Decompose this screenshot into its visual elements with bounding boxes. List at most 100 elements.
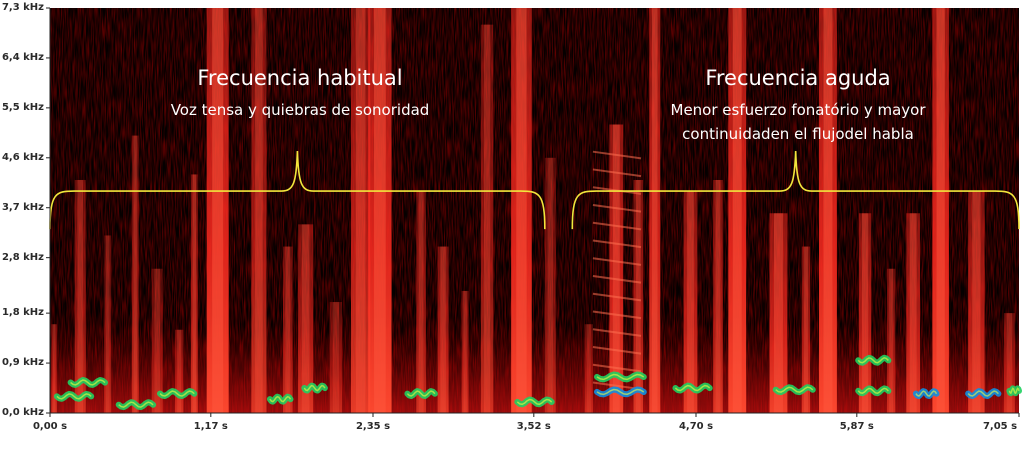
spectral-band-core xyxy=(516,8,527,413)
formant-traces xyxy=(53,354,1022,411)
spectral-band xyxy=(713,179,723,413)
formant-highlight xyxy=(1008,387,1020,395)
annotation-title-habitual: Frecuencia habitual xyxy=(197,66,403,90)
spectral-band-core xyxy=(861,213,869,413)
annotation-braces xyxy=(49,151,1020,230)
spectral-band-core xyxy=(301,224,310,413)
formant-highlight xyxy=(775,386,814,393)
spectral-band xyxy=(206,8,229,413)
spectral-band-core xyxy=(374,8,386,413)
annotation-brace xyxy=(49,151,546,230)
formant-highlight xyxy=(56,393,92,400)
spectral-band xyxy=(131,135,139,414)
spectral-band-core xyxy=(687,191,694,413)
spectral-band xyxy=(351,8,371,413)
x-tick-label: 5,87 s xyxy=(839,421,874,432)
spectral-band-core xyxy=(192,174,197,413)
spectral-band xyxy=(801,246,811,413)
formant-highlight xyxy=(857,356,889,364)
spectral-band-core xyxy=(823,8,833,413)
spectral-band xyxy=(368,8,392,413)
spectral-band-core xyxy=(803,246,809,413)
x-tick-label: 2,35 s xyxy=(355,421,391,432)
harmonic-line xyxy=(592,221,642,231)
spectral-band xyxy=(251,8,267,413)
spectral-band-core xyxy=(889,268,894,413)
spectral-band xyxy=(649,8,661,413)
spectral-band xyxy=(51,324,57,413)
spectral-band-core xyxy=(972,191,981,413)
spectral-band-core xyxy=(133,135,137,414)
spectral-band xyxy=(728,8,747,413)
spectral-band-core xyxy=(774,213,783,413)
spectral-band-core xyxy=(909,213,917,413)
spectral-band-core xyxy=(652,8,658,413)
spectral-band-core xyxy=(440,246,446,413)
spectral-band-core xyxy=(635,179,641,413)
spectral-band-core xyxy=(1006,313,1013,413)
formant-highlight xyxy=(269,395,292,403)
formant-highlight xyxy=(516,398,553,406)
x-tick-label: 1,17 s xyxy=(193,421,228,432)
annotation-brace xyxy=(571,151,1020,230)
spectral-band xyxy=(480,24,494,414)
y-tick-label: 4,6 kHz xyxy=(1,151,44,163)
spectral-band-core xyxy=(177,329,182,413)
spectral-band xyxy=(175,329,184,413)
annotation-subtitle-aguda-line1: Menor esfuerzo fonatório y mayor xyxy=(670,101,926,119)
spectral-band xyxy=(819,8,837,413)
formant-highlight xyxy=(303,384,326,392)
formant-highlight xyxy=(159,390,195,397)
spectral-band-core xyxy=(715,179,721,413)
spectral-band xyxy=(74,179,86,413)
formant-highlight xyxy=(967,390,999,397)
spectral-band-core xyxy=(732,8,742,413)
spectral-band-core xyxy=(255,8,263,413)
y-tick-label: 2,8 kHz xyxy=(1,251,44,263)
spectral-band-core xyxy=(355,8,366,413)
y-tick-label: 0,0 kHz xyxy=(1,407,44,418)
spectral-bands xyxy=(51,8,1015,414)
harmonic-line xyxy=(592,150,642,160)
spectral-band-core xyxy=(418,191,424,413)
spectral-band-core xyxy=(586,324,591,413)
annotation-subtitle-aguda-line2: continuidaden el flujodel habla xyxy=(682,125,914,143)
spectral-band-core xyxy=(936,8,945,413)
spectral-band-core xyxy=(285,246,291,413)
spectral-band xyxy=(932,8,949,413)
y-tick-label: 3,7 kHz xyxy=(1,201,44,213)
spectral-band xyxy=(104,235,112,413)
spectral-band xyxy=(151,268,163,413)
formant-highlight xyxy=(857,387,889,394)
spectral-band xyxy=(906,213,921,413)
spectral-band-core xyxy=(52,324,56,413)
spectral-band xyxy=(609,124,624,414)
spectral-band-core xyxy=(332,302,339,413)
x-tick-label: 7,05 s xyxy=(982,421,1018,432)
formant-highlight xyxy=(118,401,154,408)
spectral-band-core xyxy=(212,8,224,413)
spectral-band xyxy=(511,8,532,413)
x-tick-label: 0,00 s xyxy=(32,421,68,432)
spectral-band xyxy=(968,191,985,413)
harmonic-line xyxy=(592,168,642,178)
formant-highlight xyxy=(674,384,711,392)
spectral-band-core xyxy=(106,235,110,413)
y-tick-label: 5,5 kHz xyxy=(1,101,44,113)
harmonic-line xyxy=(592,310,642,320)
spectral-band xyxy=(329,302,343,413)
x-tick-label: 4,70 s xyxy=(678,421,714,432)
spectral-band xyxy=(416,191,426,413)
harmonic-line xyxy=(592,292,642,302)
spectral-band xyxy=(190,174,198,413)
formant-highlight xyxy=(915,390,938,397)
formant-highlight xyxy=(406,390,436,397)
spectral-band-core xyxy=(612,124,620,414)
harmonic-line xyxy=(592,345,642,355)
spectral-band-core xyxy=(483,24,491,414)
harmonic-line xyxy=(592,363,642,373)
spectral-band xyxy=(282,246,293,413)
annotation-subtitle-habitual: Voz tensa y quiebras de sonoridad xyxy=(170,101,430,119)
spectral-band xyxy=(437,246,449,413)
